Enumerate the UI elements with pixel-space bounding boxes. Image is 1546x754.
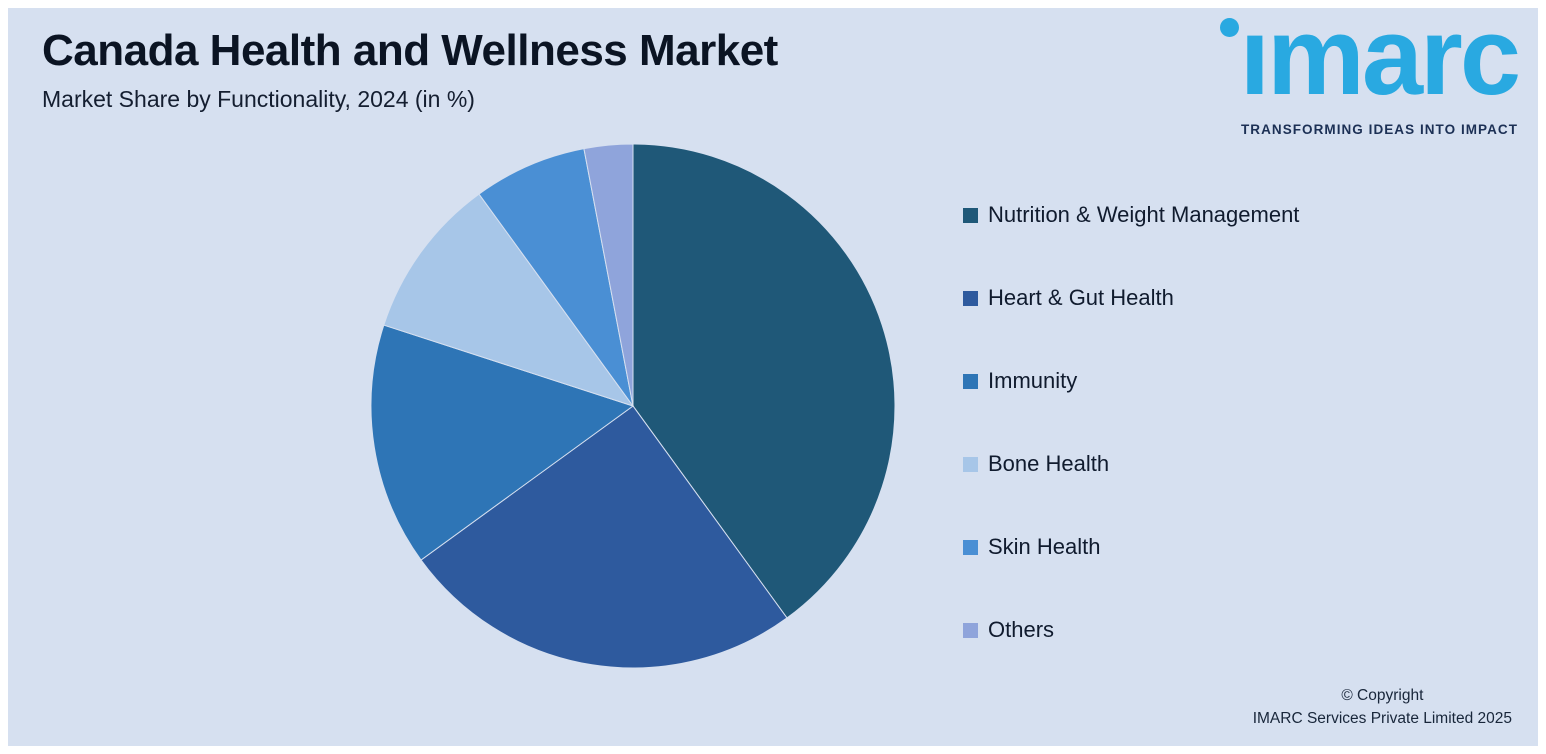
pie-svg (370, 143, 896, 669)
logo-dot-icon (1220, 18, 1239, 37)
copyright-line1: © Copyright (1341, 686, 1424, 704)
legend-label: Nutrition & Weight Management (988, 202, 1300, 227)
legend-item-immunity: Immunity (963, 368, 1299, 394)
legend-label: Skin Health (988, 534, 1101, 559)
legend-label: Heart & Gut Health (988, 285, 1174, 310)
pie-slice-others (583, 143, 634, 407)
legend-swatch-icon (963, 539, 978, 555)
legend-swatch-icon (963, 207, 978, 223)
legend-item-others: Others (963, 617, 1299, 643)
imarc-logo: ımarc TRANSFORMING IDEAS INTO IMPACT (1212, 8, 1521, 150)
legend-swatch-icon (963, 456, 978, 472)
pie-slice-heart-gut-health (420, 405, 788, 669)
chart-panel: Canada Health and Wellness Market Market… (8, 8, 1538, 746)
page-subtitle: Market Share by Functionality, 2024 (in … (42, 85, 475, 112)
legend-swatch-icon (963, 373, 978, 389)
legend-item-heart-gut-health: Heart & Gut Health (963, 285, 1299, 311)
legend-item-nutrition-weight-management: Nutrition & Weight Management (963, 202, 1299, 228)
legend-label: Others (988, 617, 1055, 642)
copyright-line2: IMARC Services Private Limited 2025 (1252, 709, 1512, 727)
pie-chart (368, 141, 898, 671)
pie-slice-nutrition-weight-management (632, 143, 896, 619)
legend-swatch-icon (963, 290, 978, 306)
header: Canada Health and Wellness Market Market… (42, 26, 778, 113)
pie-slice-bone-health (383, 193, 635, 407)
legend-label: Immunity (988, 368, 1078, 393)
logo-wordmark: ımarc (1239, 8, 1521, 118)
logo-tagline: TRANSFORMING IDEAS INTO IMPACT (1241, 122, 1518, 137)
legend-item-bone-health: Bone Health (963, 451, 1299, 477)
legend-swatch-icon (963, 622, 978, 638)
pie-slice-immunity (370, 324, 635, 561)
chart-legend: Nutrition & Weight Management Heart & Gut… (963, 202, 1299, 643)
page-title: Canada Health and Wellness Market (42, 26, 778, 75)
pie-slice-skin-health (478, 148, 634, 407)
legend-item-skin-health: Skin Health (963, 534, 1299, 560)
copyright-notice: © Copyright IMARC Services Private Limit… (1253, 684, 1512, 731)
legend-label: Bone Health (988, 451, 1110, 476)
